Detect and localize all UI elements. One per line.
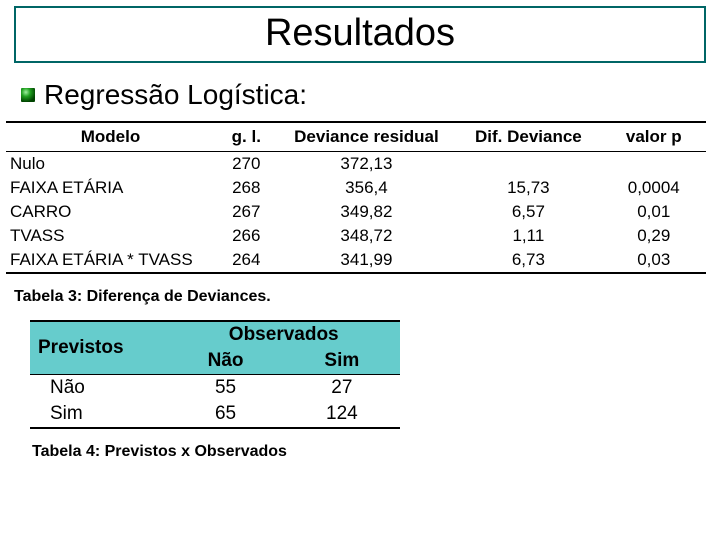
col-modelo: Modelo [6,122,215,152]
cell-modelo: Nulo [6,152,215,177]
cell-sim: 124 [284,401,400,428]
col-pval: valor p [602,122,707,152]
title-box: Resultados [14,6,706,63]
cell-sim: 27 [284,375,400,402]
cell-dif-dev: 6,73 [455,248,601,273]
bullet-icon [20,87,36,103]
cell-gl: 268 [215,176,278,200]
cell-dev-res: 341,99 [278,248,456,273]
table-header-row: Previstos Observados [30,321,400,348]
table-row: FAIXA ETÁRIA * TVASS 264 341,99 6,73 0,0… [6,248,706,273]
table-row: Não 55 27 [30,375,400,402]
cell-gl: 267 [215,200,278,224]
cell-pval [602,152,707,177]
col-dev-res: Deviance residual [278,122,456,152]
cell-pval: 0,01 [602,200,707,224]
col-gl: g. l. [215,122,278,152]
table2-caption: Tabela 4: Previstos x Observados [0,429,720,461]
cell-dev-res: 348,72 [278,224,456,248]
table-row: FAIXA ETÁRIA 268 356,4 15,73 0,0004 [6,176,706,200]
cell-pval: 0,29 [602,224,707,248]
cell-row-label: Sim [30,401,167,428]
bullet-label: Regressão Logística: [44,79,307,111]
col-observados: Observados [167,321,400,348]
page-title: Resultados [265,12,455,54]
cell-nao: 65 [167,401,283,428]
cell-pval: 0,0004 [602,176,707,200]
cell-gl: 270 [215,152,278,177]
cell-dif-dev: 15,73 [455,176,601,200]
cell-row-label: Não [30,375,167,402]
bullet-row: Regressão Logística: [0,73,720,121]
confusion-table-wrap: Previstos Observados Não Sim Não 55 27 S… [30,320,720,429]
cell-dev-res: 356,4 [278,176,456,200]
cell-modelo: FAIXA ETÁRIA [6,176,215,200]
table-row: Sim 65 124 [30,401,400,428]
cell-gl: 264 [215,248,278,273]
col-sim: Sim [284,348,400,375]
deviance-table: Modelo g. l. Deviance residual Dif. Devi… [6,121,706,274]
cell-dev-res: 372,13 [278,152,456,177]
table-row: CARRO 267 349,82 6,57 0,01 [6,200,706,224]
cell-gl: 266 [215,224,278,248]
cell-dev-res: 349,82 [278,200,456,224]
cell-nao: 55 [167,375,283,402]
cell-dif-dev [455,152,601,177]
col-dif-dev: Dif. Deviance [455,122,601,152]
col-previstos: Previstos [30,321,167,375]
table1-caption: Tabela 3: Diferença de Deviances. [0,274,720,320]
cell-dif-dev: 1,11 [455,224,601,248]
table-row: Nulo 270 372,13 [6,152,706,177]
confusion-table: Previstos Observados Não Sim Não 55 27 S… [30,320,400,429]
table-header-row: Modelo g. l. Deviance residual Dif. Devi… [6,122,706,152]
cell-modelo: FAIXA ETÁRIA * TVASS [6,248,215,273]
cell-modelo: TVASS [6,224,215,248]
table-row: TVASS 266 348,72 1,11 0,29 [6,224,706,248]
cell-dif-dev: 6,57 [455,200,601,224]
cell-pval: 0,03 [602,248,707,273]
col-nao: Não [167,348,283,375]
cell-modelo: CARRO [6,200,215,224]
